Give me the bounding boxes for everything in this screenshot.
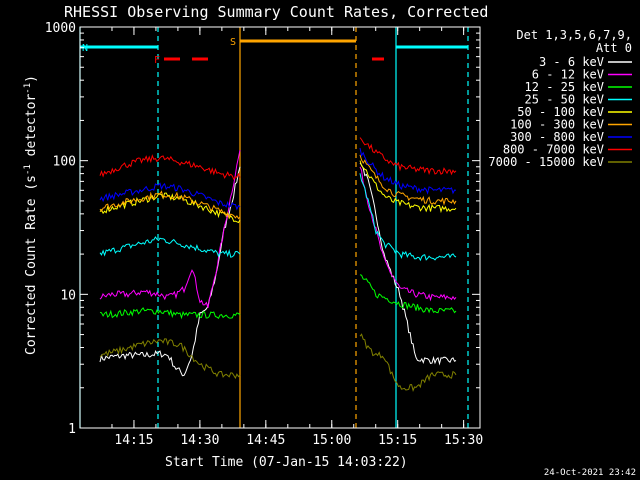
legend-label-800-7000-kev: 800 - 7000 keV <box>503 143 604 157</box>
x-tick-label-15-30: 15:30 <box>444 433 483 448</box>
y-tick-label-100: 100 <box>53 155 76 170</box>
legend-label-7000-15000-kev: 7000 - 15000 keV <box>488 155 604 169</box>
series-7000-15000-kev <box>99 333 457 392</box>
x-axis-label: Start Time (07-Jan-15 14:03:22) <box>165 455 408 470</box>
series-50-100-kev <box>99 160 457 224</box>
series-line-300-800-kev-0 <box>99 182 241 211</box>
series-12-25-kev <box>99 274 457 320</box>
y-axis-label-tail: detector <box>24 94 39 165</box>
legend-label-3-6-kev: 3 - 6 keV <box>539 55 604 69</box>
y-tick-label-1: 1 <box>68 422 76 437</box>
legend-att: Att 0 <box>596 41 632 55</box>
series-line-800-7000-kev-1 <box>359 137 457 176</box>
x-tick-label-14-15: 14:15 <box>114 433 153 448</box>
series-800-7000-kev <box>99 137 457 181</box>
legend-label-25-50-kev: 25 - 50 keV <box>525 93 604 107</box>
series-line-100-300-kev-1 <box>359 154 457 206</box>
x-tick-label-15-00: 15:00 <box>312 433 351 448</box>
legend-label-6-12-kev: 6 - 12 keV <box>532 68 604 82</box>
plot-frame <box>79 26 481 429</box>
x-tick-label-15-15: 15:15 <box>378 433 417 448</box>
series-line-12-25-kev-1 <box>359 274 457 314</box>
y-tick-label-1000: 1000 <box>45 21 76 36</box>
y-tick-label-10: 10 <box>60 288 76 303</box>
axes: 1 10 100 1000 14:15 14:30 14:45 15:00 15:15 15:30 <box>45 21 484 448</box>
series-line-800-7000-kev-0 <box>99 154 241 181</box>
series-line-25-50-kev-1 <box>359 173 457 262</box>
series-100-300-kev <box>99 154 457 220</box>
legend-title: Det 1,3,5,6,7,9, <box>516 28 632 42</box>
x-tick-label-14-30: 14:30 <box>180 433 219 448</box>
y-axis-label-sup-1: -1 <box>23 164 33 175</box>
series-line-300-800-kev-1 <box>359 147 457 195</box>
series-25-50-kev <box>99 173 457 262</box>
series-line-3-6-kev-1 <box>359 162 457 366</box>
flag-label-s: S <box>230 37 236 48</box>
series-300-800-kev <box>99 147 457 211</box>
series-line-25-50-kev-0 <box>99 236 241 258</box>
series-line-7000-15000-kev-1 <box>359 333 457 392</box>
y-axis-label: Corrected Count Rate (s-1 detector-1) <box>23 75 39 355</box>
legend-label-12-25-kev: 12 - 25 keV <box>525 80 604 94</box>
series-6-12-kev <box>99 149 457 308</box>
series-line-6-12-kev-0 <box>99 149 241 308</box>
legend-label-300-800-kev: 300 - 800 keV <box>510 130 604 144</box>
flag-label-n: N <box>82 43 88 54</box>
series-3-6-kev <box>99 162 457 377</box>
legend-label-50-100-kev: 50 - 100 keV <box>517 105 604 119</box>
y-axis-label-close: ) <box>24 75 39 83</box>
series-line-7000-15000-kev-0 <box>99 338 241 380</box>
legend-label-100-300-kev: 100 - 300 keV <box>510 118 604 132</box>
series-line-6-12-kev-1 <box>359 166 457 302</box>
x-tick-label-14-45: 14:45 <box>246 433 285 448</box>
chart-title: RHESSI Observing Summary Count Rates, Co… <box>64 3 488 21</box>
series-line-50-100-kev-1 <box>359 160 457 214</box>
y-axis-label-main: Corrected Count Rate (s <box>24 175 39 355</box>
y-axis-label-sup-2: -1 <box>23 83 33 94</box>
plot-area <box>79 27 469 428</box>
series-line-100-300-kev-0 <box>99 190 241 220</box>
series-lines <box>99 137 457 392</box>
footer-timestamp: 24-Oct-2021 23:42 <box>544 468 636 478</box>
series-line-12-25-kev-0 <box>99 307 241 320</box>
flag-bars: N S F <box>80 37 468 66</box>
flag-label-f: F <box>154 55 160 66</box>
